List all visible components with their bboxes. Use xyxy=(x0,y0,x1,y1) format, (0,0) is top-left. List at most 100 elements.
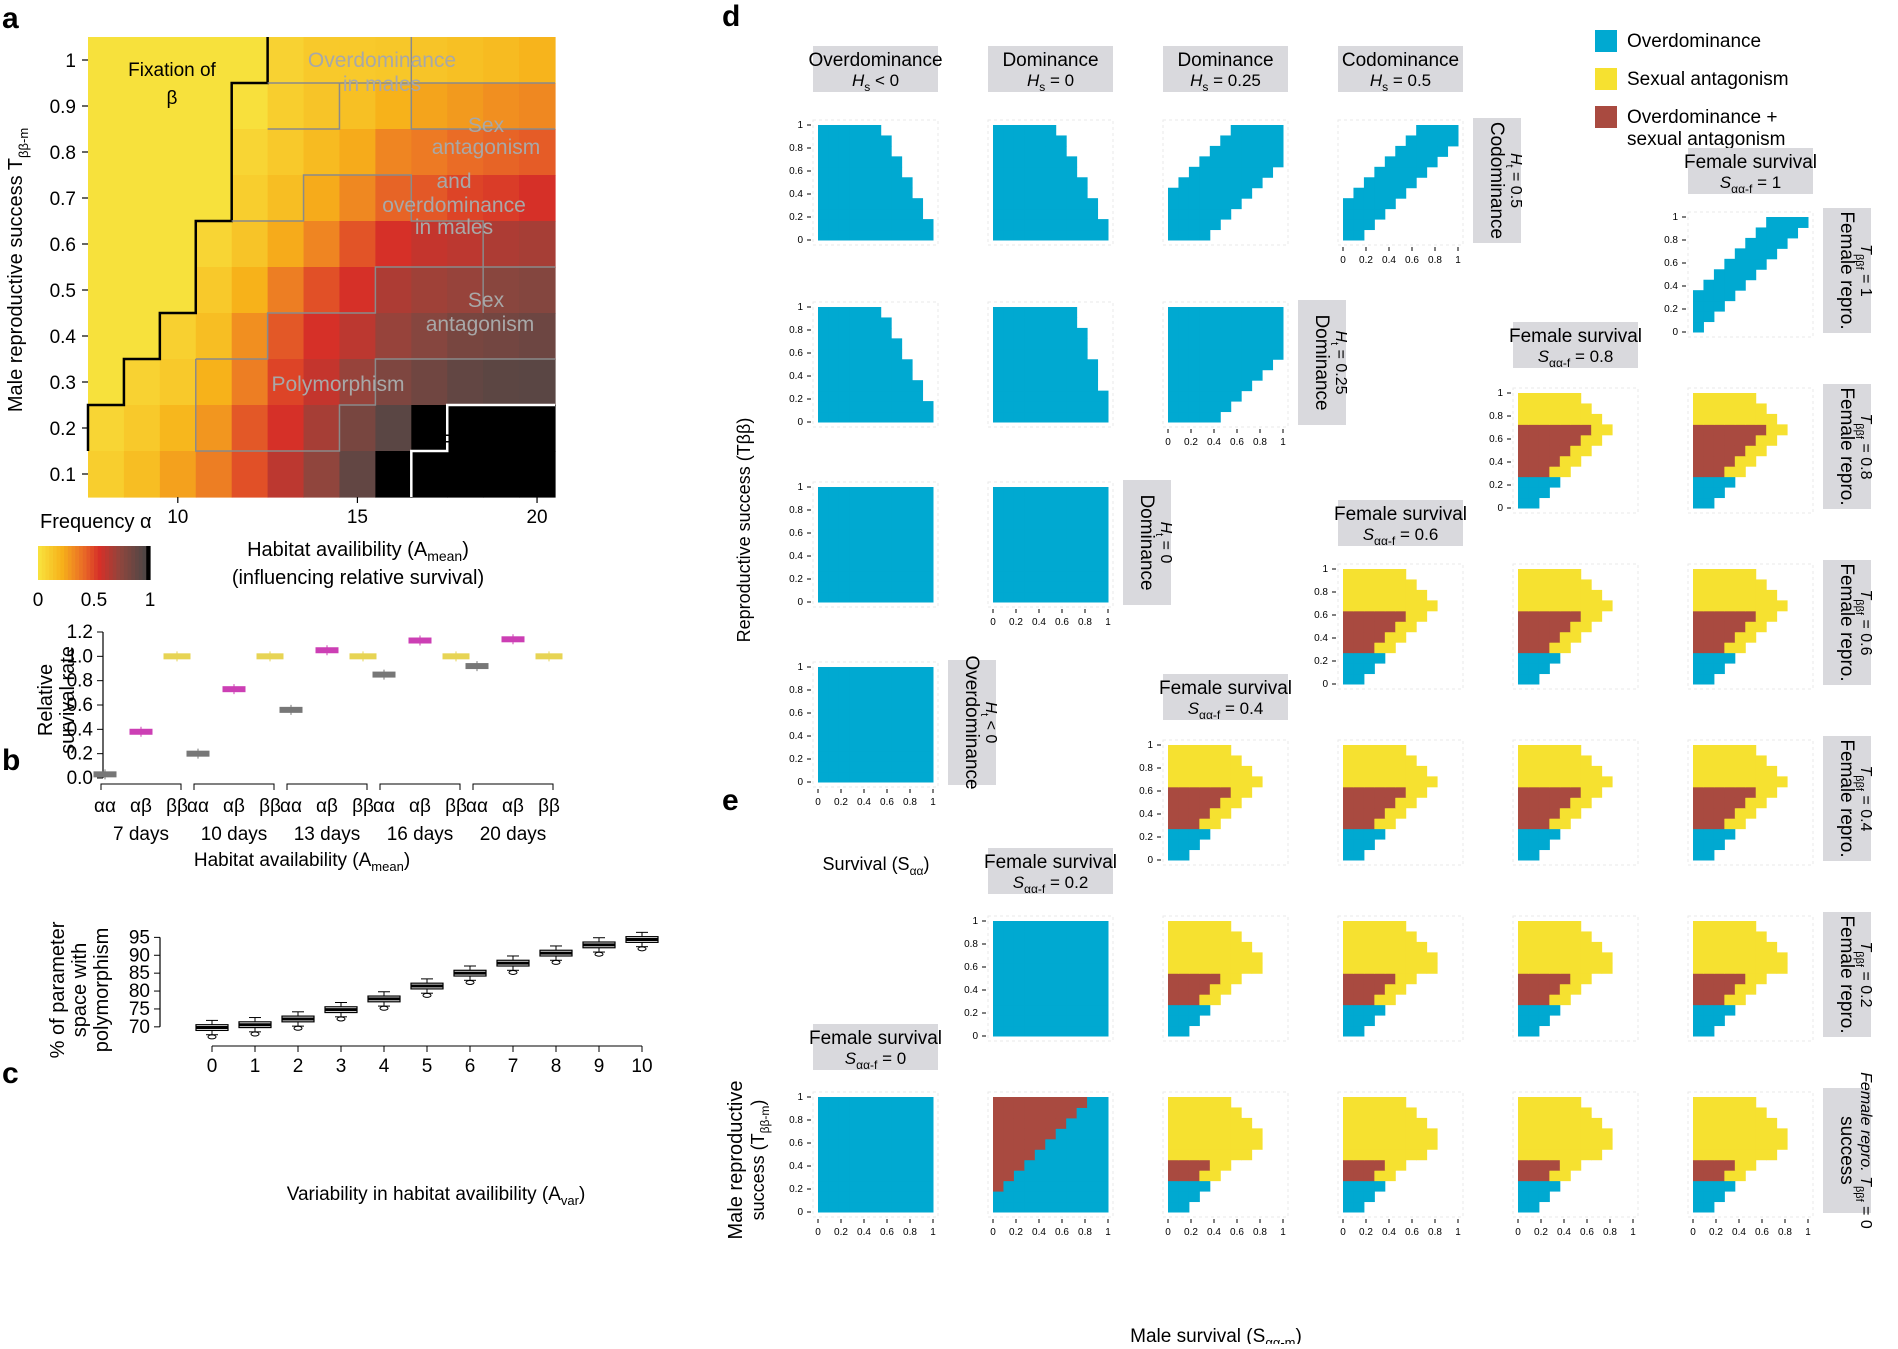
cell-overdominance xyxy=(891,687,903,699)
cell-overdominance xyxy=(1034,348,1046,360)
cell-overdominance xyxy=(1087,401,1099,413)
cell-overdominance xyxy=(1076,1107,1088,1119)
cell-overdominance xyxy=(1188,219,1200,231)
d-col-strip-title: Dominance xyxy=(1177,50,1273,71)
cell-sexual_antagonism xyxy=(1591,962,1603,974)
cell-sexual_antagonism xyxy=(1384,983,1396,995)
cell-overdominance xyxy=(1097,229,1109,241)
cell-sexual_antagonism xyxy=(1528,745,1540,756)
cell-overdominance xyxy=(1076,994,1088,1006)
cell-sexual_antagonism xyxy=(1220,941,1232,953)
cell-overdominance xyxy=(922,1117,934,1129)
cell-sexual_antagonism xyxy=(1580,776,1592,788)
cell-both xyxy=(1374,797,1386,809)
annotation-polymorphism: Polymorphism xyxy=(271,373,404,396)
cell-overdominance xyxy=(859,698,871,710)
cell-sexual_antagonism xyxy=(1528,393,1540,404)
cell-sexual_antagonism xyxy=(1549,466,1561,478)
cell-overdominance xyxy=(901,411,913,423)
d-row-strip-title: Overdominance xyxy=(961,655,982,789)
cell-sexual_antagonism xyxy=(1251,1138,1263,1150)
cell-overdominance xyxy=(1178,1180,1190,1192)
cell-sexual_antagonism xyxy=(1559,403,1571,415)
cell-overdominance xyxy=(1518,1180,1529,1192)
cell-overdominance xyxy=(1097,994,1109,1006)
cell-overdominance xyxy=(1066,1191,1078,1203)
cell-overdominance xyxy=(1045,497,1057,509)
y-tick-label: 0.2 xyxy=(1314,656,1328,667)
cell-sexual_antagonism xyxy=(1528,579,1540,591)
heat-cell xyxy=(88,221,125,268)
cell-sexual_antagonism xyxy=(1395,569,1407,580)
heat-cell xyxy=(411,37,448,84)
cell-overdominance xyxy=(1199,187,1211,199)
cell-overdominance xyxy=(1003,931,1015,943)
cell-sexual_antagonism xyxy=(1374,755,1386,767)
heat-cell xyxy=(447,221,484,268)
d-row-strip-title: Dominance xyxy=(1311,314,1332,410)
cell-both xyxy=(1003,1159,1015,1171)
cell-sexual_antagonism xyxy=(1755,1128,1767,1140)
heat-cell xyxy=(411,175,448,222)
cell-sexual_antagonism xyxy=(1693,393,1704,404)
cell-both xyxy=(1528,424,1540,436)
genotype-label: ββ xyxy=(166,796,188,817)
cell-overdominance xyxy=(1097,1128,1109,1140)
cell-sexual_antagonism xyxy=(1734,1107,1746,1119)
cell-overdominance xyxy=(1055,973,1067,985)
cell-overdominance xyxy=(870,677,882,689)
cell-sexual_antagonism xyxy=(1703,1117,1715,1129)
cell-overdominance xyxy=(1034,983,1046,995)
cell-sexual_antagonism xyxy=(1559,631,1571,643)
cell-overdominance xyxy=(1405,156,1417,168)
cell-overdominance xyxy=(922,528,934,540)
cell-both xyxy=(1570,610,1582,622)
cell-sexual_antagonism xyxy=(1549,1138,1561,1150)
cell-sexual_antagonism xyxy=(1395,589,1407,601)
cell-overdominance xyxy=(901,750,913,762)
cell-overdominance xyxy=(1713,828,1725,840)
cell-both xyxy=(1713,610,1725,622)
cell-overdominance xyxy=(1168,1025,1179,1037)
cell-overdominance xyxy=(1209,327,1221,339)
cell-sexual_antagonism xyxy=(1518,745,1529,756)
cell-sexual_antagonism xyxy=(1241,765,1253,777)
cell-both xyxy=(1353,994,1365,1006)
x-tick-label: 0 xyxy=(1165,437,1171,448)
cell-both xyxy=(1724,631,1736,643)
cell-sexual_antagonism xyxy=(1713,931,1725,943)
cell-sexual_antagonism xyxy=(1766,952,1778,964)
cell-sexual_antagonism xyxy=(1384,818,1396,830)
cell-sexual_antagonism xyxy=(1755,1138,1767,1150)
cell-overdominance xyxy=(838,166,850,178)
cell-overdominance xyxy=(838,698,850,710)
cell-both xyxy=(1559,621,1571,633)
cell-overdominance xyxy=(1395,187,1407,199)
cell-sexual_antagonism xyxy=(1209,921,1221,932)
cell-overdominance xyxy=(1034,549,1046,561)
cell-overdominance xyxy=(818,327,829,339)
x-axis-label: (influencing relative survival) xyxy=(232,567,484,589)
cell-sexual_antagonism xyxy=(1591,1128,1603,1140)
cell-overdominance xyxy=(1066,317,1078,329)
y-tick-label: 0.4 xyxy=(50,327,77,348)
cell-overdominance xyxy=(1024,229,1036,241)
cell-overdominance xyxy=(1055,931,1067,943)
cell-sexual_antagonism xyxy=(1734,962,1746,974)
cell-sexual_antagonism xyxy=(1363,941,1375,953)
cell-overdominance xyxy=(1003,338,1015,350)
cell-both xyxy=(1528,642,1540,654)
heat-cell xyxy=(411,221,448,268)
cell-overdominance xyxy=(1003,560,1015,572)
cell-overdominance xyxy=(1343,1025,1354,1037)
cell-both xyxy=(1703,610,1715,622)
cell-overdominance xyxy=(1055,1025,1067,1037)
cell-sexual_antagonism xyxy=(1559,962,1571,974)
cell-overdominance xyxy=(880,1138,892,1150)
cell-both xyxy=(1188,994,1200,1006)
cell-overdominance xyxy=(1066,327,1078,339)
cell-sexual_antagonism xyxy=(1755,413,1767,425)
cell-overdominance xyxy=(1066,1004,1078,1016)
cell-overdominance xyxy=(1734,248,1746,260)
cell-overdominance xyxy=(1384,166,1396,178)
